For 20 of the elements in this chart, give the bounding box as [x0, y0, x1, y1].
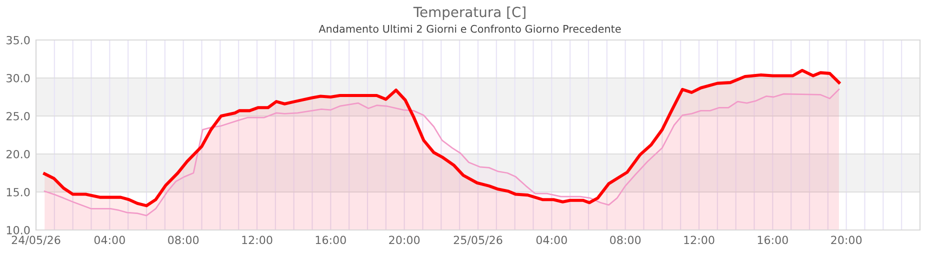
chart-subtitle: Andamento Ultimi 2 Giorni e Confronto Giorno Precedente [318, 24, 621, 33]
x-tick-label: 16:00 [758, 236, 788, 244]
y-tick-label: 35.0 [6, 36, 30, 44]
x-tick-label: 12:00 [242, 236, 272, 244]
x-tick-label: 08:00 [610, 236, 641, 244]
x-tick-label: 12:00 [684, 236, 714, 244]
x-tick-label: 04:00 [536, 236, 567, 244]
y-tick-label: 30.0 [6, 74, 30, 82]
x-tick-label: 16:00 [316, 236, 346, 244]
y-tick-label: 25.0 [6, 112, 30, 120]
x-tick-label: 20:00 [389, 236, 420, 244]
x-tick-label: 24/05/26 [12, 236, 60, 246]
x-tick-label: 04:00 [94, 236, 125, 244]
y-tick-label: 10.0 [6, 226, 30, 234]
x-tick-label: 20:00 [831, 236, 862, 244]
y-tick-label: 20.0 [6, 150, 30, 158]
y-tick-label: 15.0 [6, 188, 30, 196]
x-tick-label: 25/05/26 [454, 236, 502, 246]
chart-title: Temperatura [C] [413, 6, 526, 20]
x-tick-label: 08:00 [168, 236, 199, 244]
